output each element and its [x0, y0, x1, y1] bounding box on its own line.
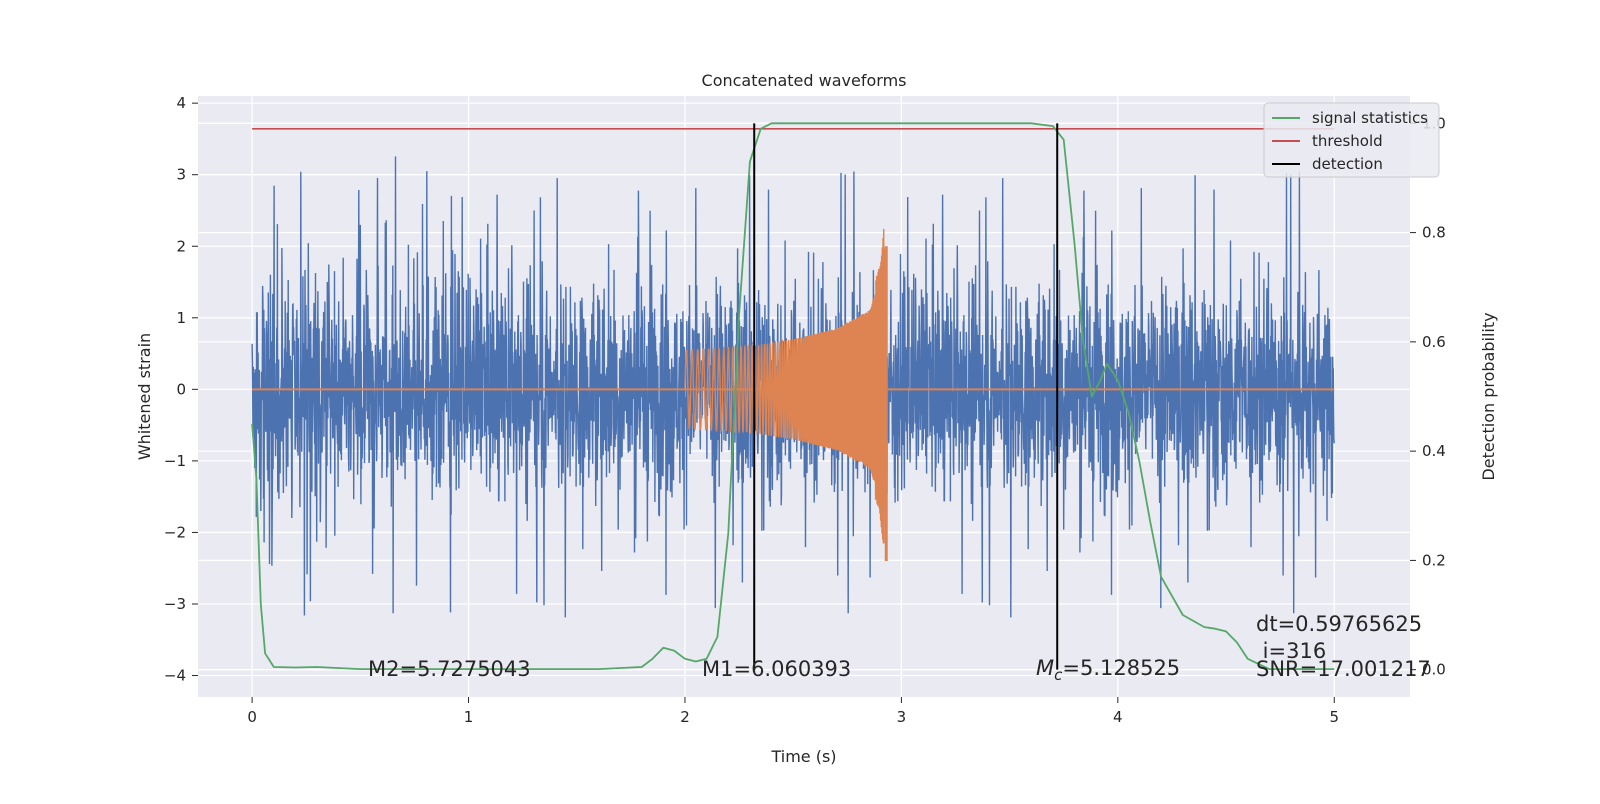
y-axis-label: Whitened strain: [135, 333, 154, 460]
y-tick-label: 1: [176, 309, 186, 327]
annotation-mc-symbol: M: [1036, 656, 1054, 680]
legend-label: detection: [1312, 155, 1383, 173]
y-tick-label: −3: [164, 595, 186, 613]
x-tick-label: 1: [464, 708, 474, 726]
detection-series: [251, 122, 1335, 670]
y-right-tick-label: 0.2: [1422, 551, 1446, 569]
y-tick-label: −2: [164, 523, 186, 541]
y-right-tick-label: 0.0: [1422, 661, 1446, 679]
annotation-snr: SNR=17.001217: [1256, 657, 1431, 681]
legend-box: [1263, 102, 1440, 178]
annotation-mc-subscript: c: [1054, 666, 1063, 684]
x-tick-label: 0: [247, 708, 257, 726]
annotation-i: i=316: [1256, 639, 1326, 663]
x-axis-label: Time (s): [770, 747, 836, 766]
annotation-dt: dt=0.59765625: [1256, 612, 1422, 636]
y-tick-label: −1: [164, 452, 186, 470]
annotations: M2=5.7275043 M1=6.060393 Mc=5.128525 dt=…: [368, 612, 1431, 684]
y-tick-label: 0: [176, 380, 186, 398]
y-right-tick-label: 0.4: [1422, 442, 1446, 460]
x-tick-label: 5: [1329, 708, 1339, 726]
y-tick-label: 3: [176, 166, 186, 184]
y-axis-right-label: Detection probability: [1479, 312, 1498, 480]
chirp-template-line: [684, 228, 887, 544]
annotation-mc: Mc=5.128525: [1036, 656, 1180, 684]
legend-items: signal statistics threshold detection: [1272, 109, 1428, 173]
y-tick-label: 2: [176, 237, 186, 255]
annotation-m1: M1=6.060393: [702, 657, 851, 681]
x-tick-label: 4: [1113, 708, 1123, 726]
chart-title: Concatenated waveforms: [702, 71, 907, 90]
y-tick-label: −4: [164, 667, 186, 685]
x-tick-label: 2: [680, 708, 690, 726]
y-right-tick-label: 0.8: [1422, 224, 1446, 242]
annotation-m2: M2=5.7275043: [368, 657, 531, 681]
annotation-mc-value: =5.128525: [1062, 656, 1180, 680]
legend: signal statistics threshold detection: [1263, 102, 1440, 178]
chirp-template-series: [252, 228, 1335, 562]
legend-label: signal statistics: [1312, 109, 1428, 127]
legend-label: threshold: [1312, 132, 1383, 150]
y-tick-label: 4: [176, 94, 186, 112]
x-tick-label: 3: [897, 708, 907, 726]
signal-statistics-line: [251, 122, 1335, 670]
y-right-tick-label: 0.6: [1422, 333, 1446, 351]
